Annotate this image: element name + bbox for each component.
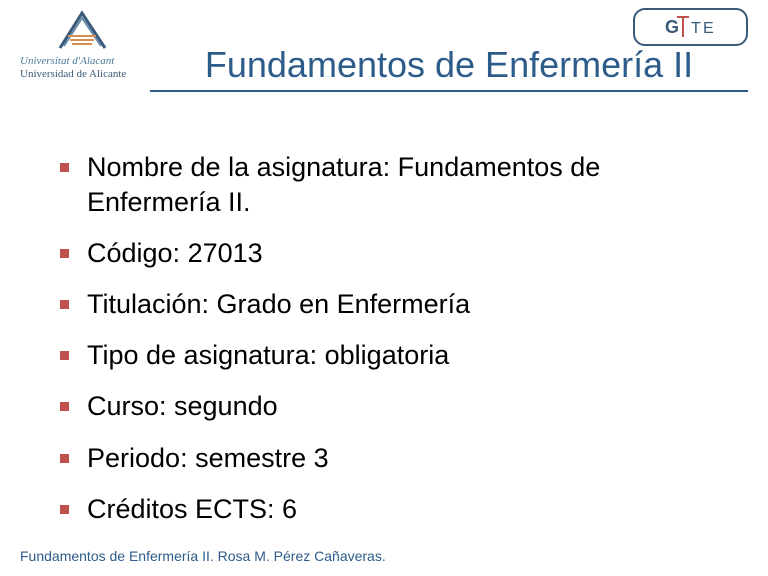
gite-logo: G T E xyxy=(633,8,748,46)
title-container: Fundamentos de Enfermería II xyxy=(150,44,748,92)
university-logo: Universitat d'Alacant Universidad de Ali… xyxy=(20,8,145,80)
university-name-cat: Universitat d'Alacant xyxy=(20,55,145,67)
list-item: Tipo de asignatura: obligatoria xyxy=(60,338,723,373)
bullet-text: Periodo: semestre 3 xyxy=(87,441,329,476)
bullet-text: Tipo de asignatura: obligatoria xyxy=(87,338,449,373)
title-underline xyxy=(150,90,748,92)
list-item: Periodo: semestre 3 xyxy=(60,441,723,476)
slide-footer: Fundamentos de Enfermería II. Rosa M. Pé… xyxy=(20,548,386,564)
bullet-text: Código: 27013 xyxy=(87,236,263,271)
bullet-icon xyxy=(60,163,69,172)
bullet-text: Créditos ECTS: 6 xyxy=(87,492,297,527)
bullet-icon xyxy=(60,505,69,514)
university-name-es: Universidad de Alicante xyxy=(20,68,145,80)
bullet-list: Nombre de la asignatura: Fundamentos de … xyxy=(60,150,723,527)
bullet-text: Curso: segundo xyxy=(87,389,278,424)
list-item: Créditos ECTS: 6 xyxy=(60,492,723,527)
gite-logo-icon: G T E xyxy=(663,13,718,41)
bullet-text: Titulación: Grado en Enfermería xyxy=(87,287,470,322)
bullet-icon xyxy=(60,351,69,360)
svg-text:T: T xyxy=(691,20,701,37)
list-item: Código: 27013 xyxy=(60,236,723,271)
slide-header: Universitat d'Alacant Universidad de Ali… xyxy=(0,0,768,100)
bullet-icon xyxy=(60,454,69,463)
list-item: Titulación: Grado en Enfermería xyxy=(60,287,723,322)
svg-text:G: G xyxy=(665,17,679,37)
slide-title: Fundamentos de Enfermería II xyxy=(150,44,748,86)
bullet-icon xyxy=(60,249,69,258)
bullet-text: Nombre de la asignatura: Fundamentos de … xyxy=(87,150,723,220)
svg-text:E: E xyxy=(703,20,714,37)
list-item: Curso: segundo xyxy=(60,389,723,424)
slide-content: Nombre de la asignatura: Fundamentos de … xyxy=(0,100,768,563)
bullet-icon xyxy=(60,300,69,309)
list-item: Nombre de la asignatura: Fundamentos de … xyxy=(60,150,723,220)
bullet-icon xyxy=(60,402,69,411)
logo-triangle-icon xyxy=(50,8,115,53)
